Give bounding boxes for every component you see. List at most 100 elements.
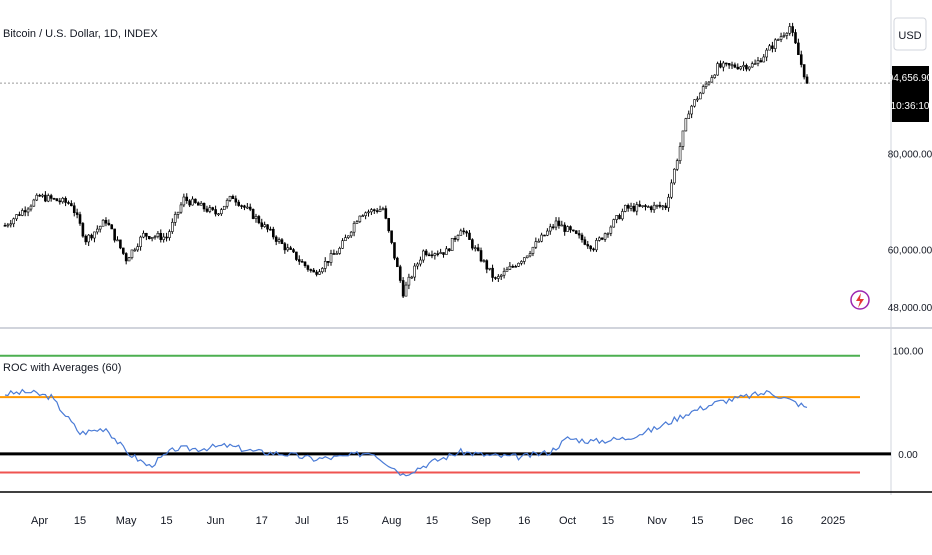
candle-body [497, 276, 500, 279]
candle-body [393, 242, 396, 259]
lightning-icon[interactable] [850, 290, 870, 310]
currency-label[interactable]: USD [898, 30, 921, 42]
candle-body [38, 194, 41, 197]
currency-button[interactable] [893, 17, 927, 51]
candle-body [199, 202, 203, 206]
candle-body [546, 230, 549, 236]
candle-body [595, 240, 598, 251]
candle-body [12, 218, 15, 225]
candle-body [681, 130, 685, 147]
roc-line[interactable] [4, 388, 808, 477]
candle-body [569, 226, 572, 231]
candle-body [779, 36, 783, 40]
candle-body [217, 213, 220, 216]
candle-body [266, 224, 269, 230]
candle-body [332, 253, 336, 255]
candle-body [606, 232, 610, 235]
candle-body [98, 225, 102, 230]
candle-body [29, 205, 33, 210]
time-tick-label: Dec [734, 515, 754, 527]
candle-body [136, 246, 140, 251]
candle-body [277, 239, 281, 242]
candle-body [364, 212, 367, 217]
candle-body [687, 113, 691, 119]
candlestick-series[interactable] [3, 22, 809, 298]
candle-body [153, 236, 157, 238]
candle-body [358, 215, 362, 222]
candle-body [32, 199, 36, 207]
candle-body [525, 255, 529, 259]
candle-body [693, 99, 696, 107]
candle-body [312, 269, 315, 273]
time-tick-label: 15 [160, 515, 172, 527]
candle-body [456, 235, 460, 240]
candle-body [710, 77, 714, 83]
candle-body [537, 240, 541, 243]
candle-body [719, 63, 722, 68]
candle-body [243, 205, 246, 208]
indicator-tick-label: 0.00 [898, 450, 918, 461]
candle-body [283, 243, 287, 251]
candle-body [661, 205, 665, 208]
candle-body [289, 247, 292, 250]
candle-body [797, 42, 800, 55]
time-tick-label: 15 [336, 515, 348, 527]
candle-body [64, 197, 67, 203]
candle-body [182, 196, 186, 206]
candle-body [254, 216, 258, 219]
candle-body [514, 266, 517, 268]
candle-body [416, 263, 419, 267]
candle-body [548, 226, 552, 232]
indicator-tick-label: 100.00 [893, 347, 924, 358]
candle-body [251, 209, 255, 219]
candle-body [696, 98, 699, 101]
candle-body [479, 250, 483, 262]
candle-body [191, 198, 194, 206]
candle-body [407, 276, 411, 286]
candle-body [508, 265, 512, 270]
candle-body [349, 231, 353, 237]
candle-body [598, 237, 601, 241]
candle-body [557, 220, 561, 226]
indicator-title[interactable]: ROC with Averages (60) [3, 362, 121, 374]
candle-body [240, 205, 243, 207]
candle-body [228, 195, 232, 201]
candle-body [104, 219, 108, 224]
candle-body [321, 268, 324, 273]
candle-body [534, 241, 538, 248]
candle-body [44, 194, 47, 202]
candle-body [292, 249, 295, 253]
candle-body [713, 74, 717, 78]
candle-body [130, 249, 134, 258]
candle-body [655, 204, 659, 207]
candle-body [583, 239, 587, 245]
time-tick-label: 16 [781, 515, 793, 527]
candle-body [9, 223, 13, 226]
time-tick-label: Sep [471, 515, 491, 527]
candle-body [173, 214, 177, 223]
candle-body [234, 198, 238, 203]
candle-body [580, 234, 584, 241]
candle-body [592, 248, 595, 251]
candle-body [517, 262, 520, 267]
candle-body [540, 234, 543, 242]
candle-body [739, 66, 742, 70]
candle-body [381, 208, 385, 210]
candle-body [756, 60, 760, 64]
candle-body [347, 235, 350, 238]
candle-body [127, 257, 131, 262]
candle-body [621, 211, 624, 220]
candle-body [742, 65, 745, 68]
candle-body [776, 39, 780, 41]
candle-body [499, 274, 503, 277]
candle-body [698, 92, 702, 100]
candle-body [26, 208, 30, 213]
candle-body [404, 284, 408, 297]
main-chart-title[interactable]: Bitcoin / U.S. Dollar, 1D, INDEX [3, 28, 158, 40]
candle-body [280, 239, 284, 244]
candle-body [248, 206, 252, 210]
candle-body [220, 209, 223, 215]
candle-body [482, 260, 486, 262]
candle-body [462, 230, 466, 233]
candle-body [577, 233, 581, 236]
